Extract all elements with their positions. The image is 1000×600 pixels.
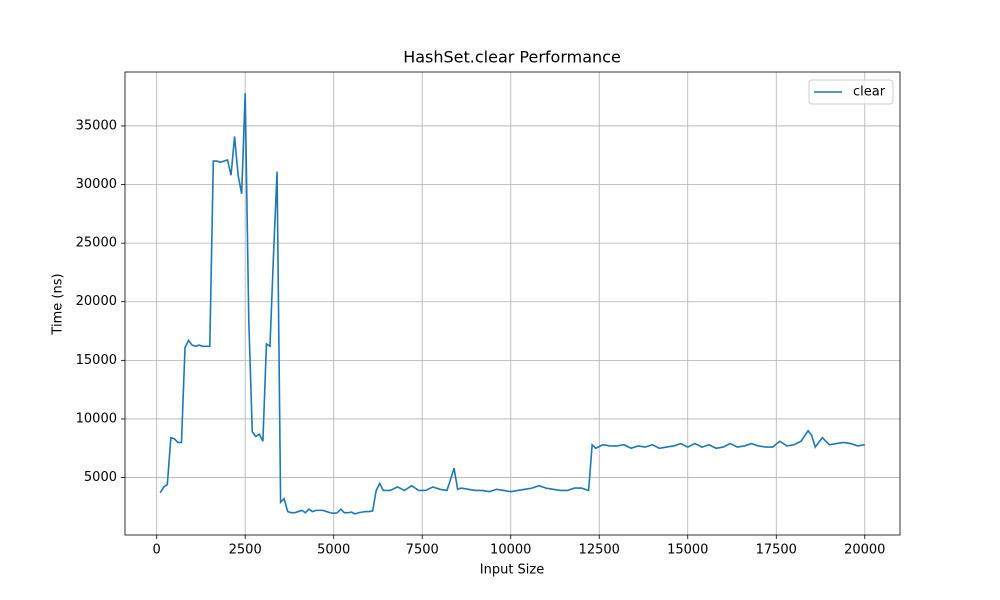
plot-frame	[124, 71, 901, 536]
x-tick-label: 17500	[756, 543, 797, 558]
line-series	[159, 93, 865, 515]
y-tick-label: 25000	[76, 236, 117, 251]
y-axis-label: Time (ns)	[51, 273, 66, 335]
y-tick-label: 10000	[76, 411, 117, 426]
x-tick-label: 10000	[490, 543, 531, 558]
x-tick-label: 0	[153, 543, 161, 558]
y-tick-label: 5000	[84, 470, 117, 485]
y-tick-label: 15000	[76, 353, 117, 368]
chart-title: HashSet.clear Performance	[403, 48, 621, 67]
y-tick-label: 20000	[76, 294, 117, 309]
x-tick-label: 15000	[667, 543, 708, 558]
y-tick-label: 35000	[76, 118, 117, 133]
x-tick-label: 2500	[229, 543, 262, 558]
y-tick-label: 30000	[76, 177, 117, 192]
x-tick-label: 7500	[406, 543, 439, 558]
x-tick-label: 12500	[579, 543, 620, 558]
legend-box	[808, 79, 894, 105]
x-tick-label: 20000	[844, 543, 885, 558]
legend-label: clear	[853, 85, 886, 100]
x-axis-label: Input Size	[480, 563, 544, 578]
x-tick-label: 5000	[317, 543, 350, 558]
